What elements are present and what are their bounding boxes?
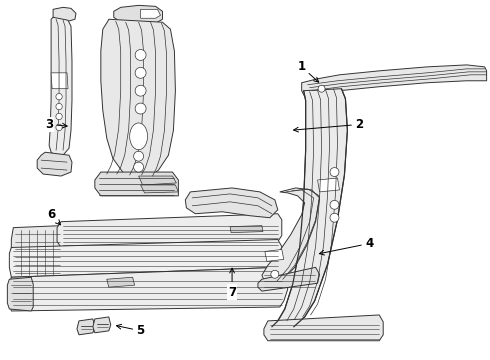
Polygon shape	[9, 267, 288, 311]
Polygon shape	[9, 239, 282, 277]
Circle shape	[135, 50, 146, 60]
Polygon shape	[139, 176, 176, 185]
Circle shape	[134, 151, 144, 161]
Polygon shape	[141, 9, 161, 18]
Circle shape	[135, 85, 146, 96]
Text: 2: 2	[294, 118, 364, 132]
Circle shape	[56, 94, 62, 100]
Circle shape	[330, 213, 339, 222]
Text: 4: 4	[319, 237, 373, 255]
Circle shape	[330, 168, 339, 176]
Polygon shape	[258, 267, 319, 291]
Circle shape	[56, 124, 62, 131]
Text: 7: 7	[228, 268, 236, 299]
Polygon shape	[264, 315, 383, 341]
Polygon shape	[101, 19, 175, 178]
Polygon shape	[302, 65, 487, 96]
Circle shape	[56, 113, 62, 120]
Polygon shape	[114, 5, 163, 24]
Polygon shape	[37, 152, 72, 176]
Polygon shape	[262, 188, 319, 285]
Polygon shape	[7, 277, 33, 311]
Text: 1: 1	[297, 60, 318, 82]
Polygon shape	[53, 7, 76, 21]
Circle shape	[135, 103, 146, 114]
Text: 6: 6	[47, 208, 60, 225]
Polygon shape	[230, 226, 263, 233]
Polygon shape	[141, 185, 178, 193]
Text: 5: 5	[117, 324, 145, 337]
Polygon shape	[49, 17, 72, 156]
Polygon shape	[77, 319, 95, 335]
Polygon shape	[57, 214, 282, 247]
Polygon shape	[11, 226, 63, 279]
Circle shape	[318, 85, 325, 92]
Circle shape	[134, 162, 144, 172]
Polygon shape	[95, 172, 178, 196]
Text: 3: 3	[45, 118, 67, 131]
Polygon shape	[107, 277, 135, 287]
Polygon shape	[185, 188, 278, 218]
Circle shape	[135, 67, 146, 78]
Circle shape	[330, 201, 339, 209]
Polygon shape	[318, 178, 340, 192]
Polygon shape	[51, 73, 68, 89]
Polygon shape	[93, 317, 111, 333]
Circle shape	[56, 103, 62, 110]
Circle shape	[271, 270, 279, 278]
Polygon shape	[265, 249, 284, 261]
Ellipse shape	[130, 123, 147, 150]
Polygon shape	[272, 89, 347, 327]
